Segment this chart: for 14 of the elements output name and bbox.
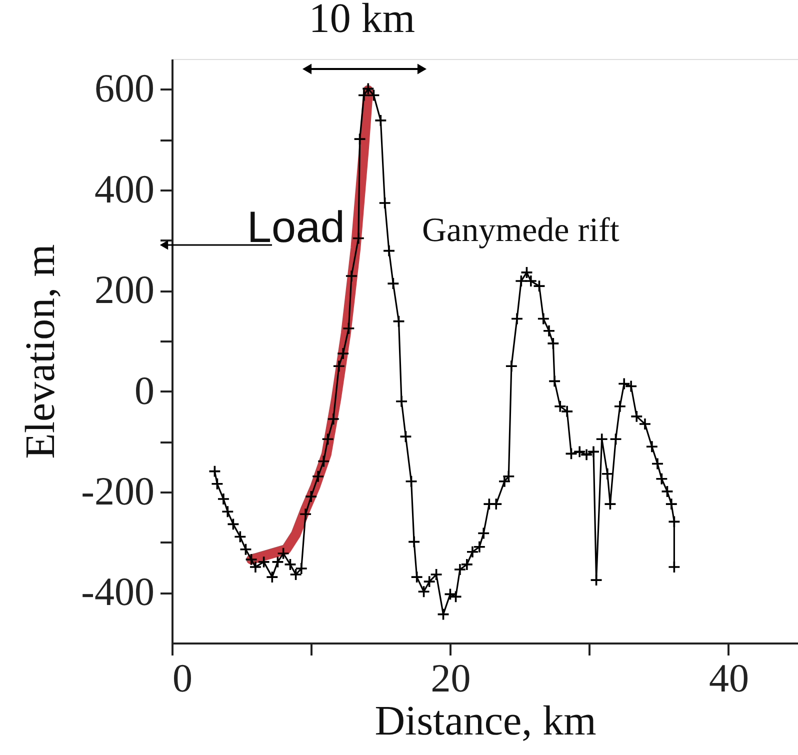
text: 10 km bbox=[308, 0, 416, 42]
y-tick-label: 400 bbox=[94, 166, 154, 212]
annotation: Ganymede rift bbox=[422, 212, 620, 249]
y-tick-label: 600 bbox=[94, 66, 154, 111]
annotation: Load bbox=[247, 203, 345, 252]
x-tick-label: 40 bbox=[708, 656, 749, 700]
y-tick-label: -400 bbox=[81, 569, 154, 614]
y-tick-label: 200 bbox=[94, 267, 154, 312]
x-tick-label: 20 bbox=[430, 656, 471, 700]
y-tick-label: 0 bbox=[134, 368, 154, 413]
x-axis-title: Distance, km bbox=[374, 698, 597, 744]
y-tick-label: -200 bbox=[81, 468, 154, 514]
x-tick-label: 0 bbox=[172, 656, 192, 700]
y-axis-title: Elevation, m bbox=[18, 244, 64, 459]
